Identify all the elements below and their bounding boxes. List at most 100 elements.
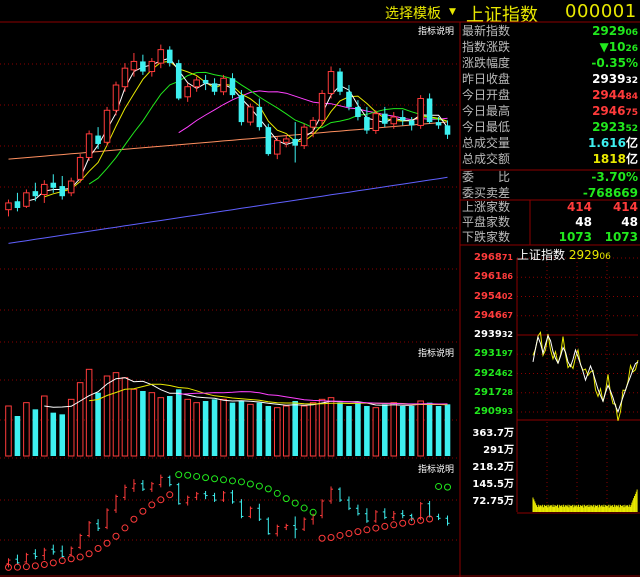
- volume-bar-down: [399, 406, 406, 456]
- volume-bar-down: [175, 389, 182, 456]
- candle-body-down: [292, 138, 298, 146]
- volume-bar-down: [166, 396, 173, 456]
- volume-bar-up: [220, 398, 227, 457]
- candle-body-down: [364, 117, 370, 131]
- volume-bar-up: [318, 398, 326, 457]
- volume-bar-up: [85, 368, 93, 457]
- volume-bar-up: [247, 403, 254, 457]
- candle-body-down: [355, 106, 361, 118]
- candle-body-down: [166, 49, 173, 64]
- volume-bar-up: [148, 392, 156, 457]
- volume-bar-up: [103, 375, 111, 457]
- sar-dot: [246, 480, 254, 488]
- template-selector[interactable]: 选择模板: [385, 6, 441, 22]
- candle-body-up: [67, 180, 75, 194]
- volume-bar-down: [426, 402, 433, 456]
- candle-body-down: [265, 127, 272, 155]
- candle-body-down: [426, 98, 433, 123]
- mini-volume-label: 291万: [483, 445, 514, 456]
- volume-bar-down: [435, 406, 442, 456]
- quote-volume: 总成交量 1.616亿: [462, 136, 638, 150]
- sar-dot: [175, 471, 183, 479]
- volume-bar-down: [444, 404, 451, 456]
- sar-dot: [22, 563, 30, 571]
- candle-body-up: [184, 86, 191, 98]
- top-header: 选择模板 ▼ 上证指数 000001: [0, 0, 640, 26]
- mini-price-label: 292462: [474, 367, 513, 379]
- ma5-line: [26, 57, 448, 202]
- index-name: 上证指数: [466, 5, 538, 26]
- sar-dot: [211, 475, 219, 483]
- indicator-label-price[interactable]: 指标说明: [418, 27, 455, 37]
- candle-body-up: [327, 71, 335, 94]
- candle-body-down: [32, 191, 39, 197]
- candle-body-up: [309, 119, 317, 128]
- sar-dot: [112, 532, 120, 540]
- quote-open: 今日开盘 294484: [462, 88, 638, 102]
- mini-chart-title: 上证指数 292906: [517, 248, 611, 262]
- candle-body-down: [140, 61, 146, 72]
- mini-price-label: 295402: [474, 290, 513, 302]
- mini-volume-label: 145.5万: [472, 479, 514, 490]
- sar-dot: [121, 524, 129, 532]
- candle-body-up: [5, 202, 12, 211]
- volume-bar-down: [202, 401, 209, 456]
- dropdown-icon[interactable]: ▼: [449, 7, 456, 17]
- indicator-label-sar[interactable]: 指标说明: [418, 465, 455, 475]
- candle-body-up: [300, 126, 308, 147]
- volume-bar-down: [364, 406, 370, 456]
- mini-avg-line: [532, 331, 639, 421]
- volume-bar-down: [229, 402, 236, 456]
- volume-bar-down: [95, 392, 101, 456]
- candle-body-down: [337, 71, 343, 92]
- candle-body-up: [318, 92, 326, 121]
- sar-dot: [336, 531, 344, 539]
- volume-bar-down: [238, 401, 245, 456]
- sar-dot: [435, 482, 443, 490]
- candle-body-up: [372, 113, 380, 132]
- candle-body-down: [14, 201, 21, 208]
- volume-bar-up: [67, 398, 75, 457]
- indicator-label-volume[interactable]: 指标说明: [418, 349, 455, 359]
- volume-bar-down: [355, 402, 361, 456]
- ma30-line: [88, 71, 448, 185]
- sar-dot: [381, 522, 389, 530]
- ma60-line: [8, 121, 448, 160]
- mini-price-line: [532, 334, 639, 414]
- volume-bar-down: [211, 399, 218, 456]
- quote-rise-count: 上涨家数 414 414: [462, 200, 638, 214]
- sar-dot: [327, 533, 335, 541]
- candle-body-up: [282, 138, 290, 143]
- sar-dot: [130, 515, 138, 523]
- volume-bar-up: [282, 405, 290, 457]
- ma120-line: [8, 176, 448, 244]
- sar-dot: [148, 501, 156, 509]
- candle-body-down: [408, 120, 415, 126]
- volume-bar-up: [309, 402, 317, 457]
- volume-bar-up: [372, 407, 380, 457]
- volume-bar-up: [130, 388, 138, 457]
- candle-body-down: [202, 79, 209, 84]
- ma10-line: [44, 60, 448, 198]
- sar-dot: [166, 491, 174, 499]
- sar-dot: [273, 489, 281, 497]
- candle-body-up: [112, 84, 120, 111]
- volume-bar-up: [327, 397, 335, 457]
- sar-dot: [300, 504, 308, 512]
- volume-bar-up: [300, 405, 308, 457]
- sar-dot: [13, 563, 21, 571]
- volume-bar-down: [292, 401, 298, 456]
- candle-body-up: [23, 192, 30, 207]
- quote-prev-close: 昨日收盘 293932: [462, 72, 638, 86]
- mini-price-label: 296186: [474, 271, 513, 283]
- candle-body-down: [256, 106, 263, 128]
- candle-body-down: [211, 83, 218, 92]
- sar-dot: [58, 557, 66, 565]
- sar-dot: [184, 471, 192, 479]
- candle-body-up: [157, 49, 165, 64]
- volume-bar-down: [382, 404, 388, 456]
- volume-bar-up: [76, 382, 84, 457]
- sar-dot: [363, 526, 371, 534]
